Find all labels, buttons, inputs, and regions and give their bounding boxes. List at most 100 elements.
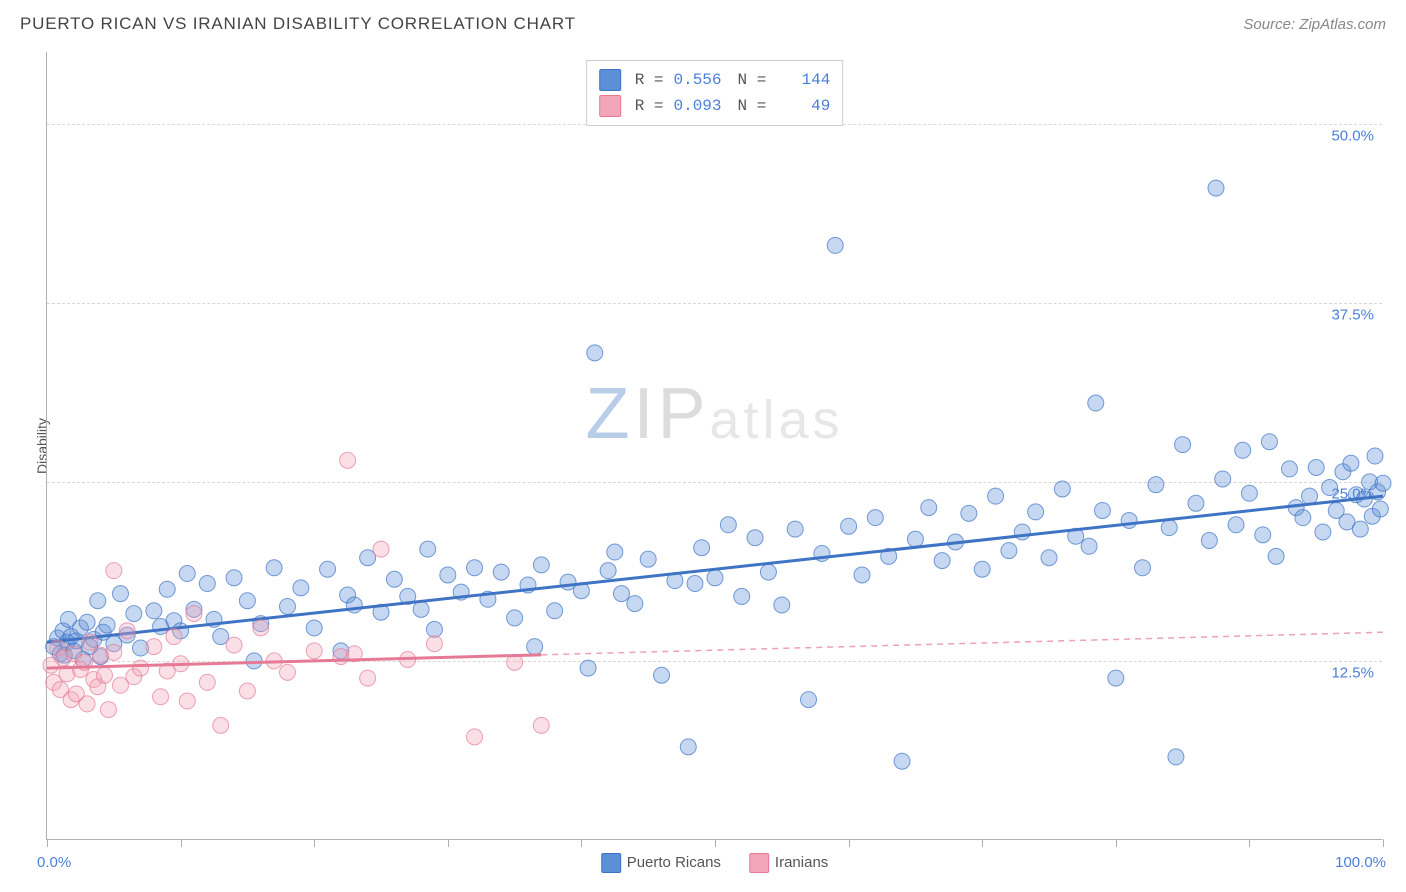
legend-swatch [599,95,621,117]
data-point [747,530,763,546]
data-point [79,696,95,712]
data-point [1241,485,1257,501]
data-point [199,576,215,592]
data-point [894,753,910,769]
data-point [226,637,242,653]
data-point [279,664,295,680]
data-point [99,617,115,633]
data-point [827,237,843,253]
stats-row: R = 0.556N = 144 [599,67,831,93]
data-point [1281,461,1297,477]
data-point [1343,455,1359,471]
x-tick [181,839,182,847]
data-point [1215,471,1231,487]
data-point [974,561,990,577]
legend-item: Puerto Ricans [601,853,721,873]
data-point [1188,495,1204,511]
data-point [119,623,135,639]
x-tick [1383,839,1384,847]
data-point [774,597,790,613]
data-point [266,560,282,576]
data-point [1168,749,1184,765]
data-point [360,670,376,686]
data-point [306,620,322,636]
data-point [426,636,442,652]
data-point [1094,502,1110,518]
data-point [580,660,596,676]
data-point [680,739,696,755]
data-point [921,500,937,516]
data-point [613,586,629,602]
data-point [1295,510,1311,526]
data-point [787,521,803,537]
x-tick [982,839,983,847]
data-point [1161,520,1177,536]
data-point [1375,475,1391,491]
data-point [527,639,543,655]
data-point [1121,513,1137,529]
data-point [1088,395,1104,411]
data-point [1261,434,1277,450]
legend-swatch [749,853,769,873]
data-point [1201,533,1217,549]
data-point [1352,521,1368,537]
chart-title: PUERTO RICAN VS IRANIAN DISABILITY CORRE… [20,14,576,34]
legend-item: Iranians [749,853,828,873]
data-point [627,596,643,612]
data-point [1315,524,1331,540]
x-tick [1116,839,1117,847]
data-point [533,557,549,573]
legend-swatch [601,853,621,873]
data-point [587,345,603,361]
data-point [1081,538,1097,554]
data-point [1148,477,1164,493]
data-point [106,563,122,579]
data-point [253,620,269,636]
data-point [841,518,857,534]
data-point [153,689,169,705]
stats-row: R = 0.093N = 49 [599,93,831,119]
data-point [373,541,389,557]
x-tick [581,839,582,847]
data-point [159,581,175,597]
data-point [607,544,623,560]
x-axis-max-label: 100.0% [1335,854,1386,871]
data-point [386,571,402,587]
data-point [467,560,483,576]
data-point [1255,527,1271,543]
data-point [199,674,215,690]
data-point [186,606,202,622]
series-legend: Puerto Ricans Iranians [601,853,829,873]
data-point [507,610,523,626]
data-point [600,563,616,579]
trend-line-extrapolated [541,632,1383,655]
data-point [734,588,750,604]
data-point [1028,504,1044,520]
data-point [126,606,142,622]
data-point [420,541,436,557]
data-point [279,598,295,614]
data-point [547,603,563,619]
data-point [239,593,255,609]
data-point [82,634,98,650]
data-point [1367,448,1383,464]
data-point [179,566,195,582]
data-point [694,540,710,556]
data-point [1308,459,1324,475]
data-point [239,683,255,699]
data-point [687,576,703,592]
data-point [440,567,456,583]
x-tick [1249,839,1250,847]
data-point [1108,670,1124,686]
legend-swatch [599,69,621,91]
data-point [1208,180,1224,196]
data-point [467,729,483,745]
data-point [707,570,723,586]
data-point [1135,560,1151,576]
plot-area: 12.5%25.0%37.5%50.0% ZIPatlas R = 0.556N… [46,52,1382,840]
stats-legend: R = 0.556N = 144R = 0.093N = 49 [586,60,844,126]
data-point [1322,480,1338,496]
data-point [1235,442,1251,458]
x-tick [715,839,716,847]
data-point [854,567,870,583]
